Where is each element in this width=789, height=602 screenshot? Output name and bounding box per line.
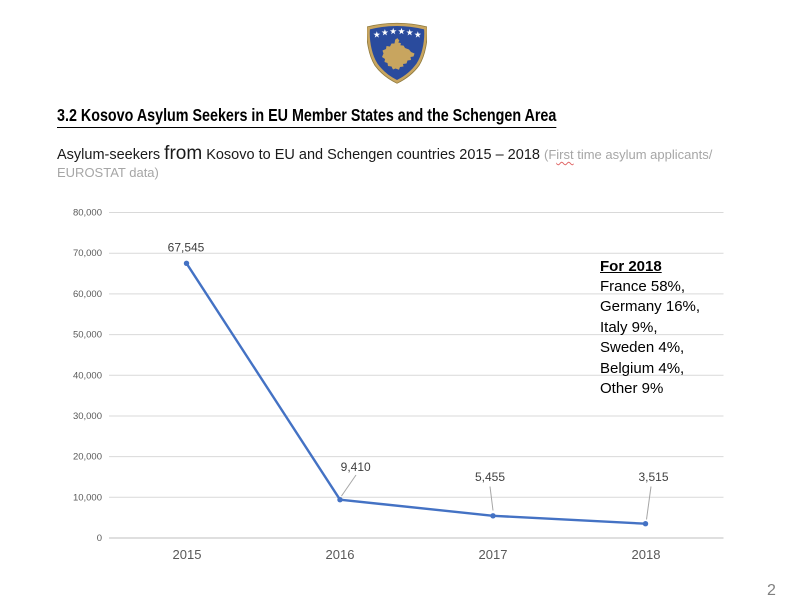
svg-text:30,000: 30,000 xyxy=(73,411,102,422)
svg-text:5,455: 5,455 xyxy=(475,470,505,484)
svg-text:9,410: 9,410 xyxy=(341,460,371,474)
svg-text:2016: 2016 xyxy=(326,547,355,562)
svg-text:50,000: 50,000 xyxy=(73,330,102,341)
svg-text:10,000: 10,000 xyxy=(73,492,102,503)
svg-text:2015: 2015 xyxy=(173,547,202,562)
svg-text:70,000: 70,000 xyxy=(73,248,102,259)
svg-text:67,545: 67,545 xyxy=(168,241,205,255)
svg-text:60,000: 60,000 xyxy=(73,289,102,300)
svg-text:3,515: 3,515 xyxy=(638,470,668,484)
svg-text:20,000: 20,000 xyxy=(73,452,102,463)
svg-text:40,000: 40,000 xyxy=(73,370,102,381)
svg-text:0: 0 xyxy=(97,533,102,544)
svg-text:2018: 2018 xyxy=(632,547,661,562)
svg-text:2017: 2017 xyxy=(479,547,508,562)
svg-text:80,000: 80,000 xyxy=(73,208,102,219)
